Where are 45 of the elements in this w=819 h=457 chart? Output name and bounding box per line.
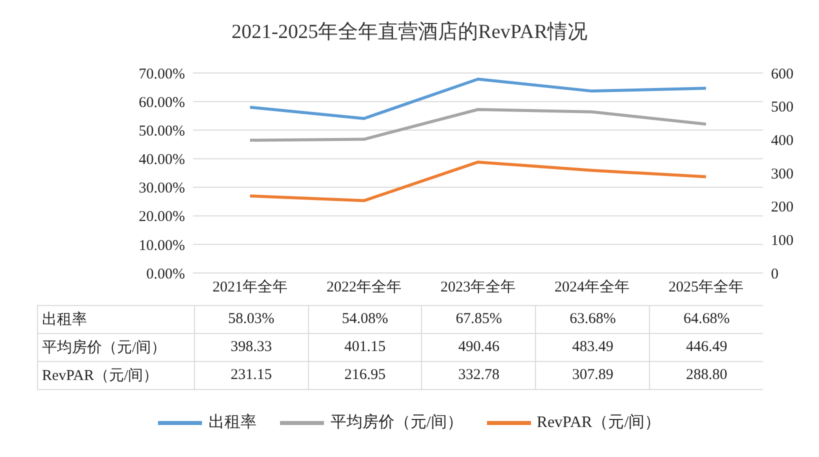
y-tick-label: 50.00% [138,123,185,140]
x-tick-label: 2024年全年 [554,278,630,296]
y-tick-label: 60.00% [138,94,185,111]
y-tick-label: 20.00% [138,209,185,226]
x-tick-label: 2021年全年 [212,278,288,296]
data-label: 58.03% [194,306,308,333]
y2-tick-label: 0 [771,266,778,282]
data-label: 483.49 [535,334,650,361]
data-label: 64.68% [649,306,763,333]
line-series [248,160,708,202]
y-tick-label: 30.00% [138,180,185,197]
data-label: 67.85% [421,306,536,333]
y2-tick-label: 200 [771,200,794,216]
legend-label: 出租率 [208,412,256,433]
x-tick-label: 2022年全年 [326,278,402,296]
y-tick-label: 0.00% [146,266,185,282]
data-label: 54.08% [308,306,422,333]
legend-label: 平均房价（元/间） [330,412,463,433]
text: RevPAR（元/间） [42,368,158,384]
y-tick-label: 10.00% [138,238,185,254]
y2-tick-label: 100 [771,232,794,249]
legend-label: RevPAR（元/间） [536,413,661,433]
data-label: 307.89 [535,362,650,389]
y2-tick-label: 600 [771,66,794,82]
text: 出租率 [42,312,87,328]
x-tick-label: 2025年全年 [668,278,744,296]
chart-title: 2021-2025年全年直营酒店的RevPAR情况 [230,20,588,45]
data-label: 63.68% [535,306,650,333]
x-tick-label: 2023年全年 [440,278,516,296]
data-label: 231.15 [194,362,308,389]
y2-tick-label: 300 [771,166,794,182]
y2-tick-label: 500 [771,100,794,116]
data-label: 216.95 [308,362,422,389]
data-label: 288.80 [649,362,763,389]
line-series [248,108,708,142]
line-series [248,78,708,120]
y2-tick-label: 400 [771,132,794,149]
data-label: 398.33 [194,334,308,361]
y-tick-label: 70.00% [138,66,185,82]
y-tick-label: 40.00% [138,152,185,168]
text: 平均房价（元/间） [42,340,166,356]
data-label: 401.15 [308,334,422,361]
data-label: 446.49 [649,334,763,361]
data-label: 490.46 [421,334,536,361]
data-label: 332.78 [421,362,536,389]
